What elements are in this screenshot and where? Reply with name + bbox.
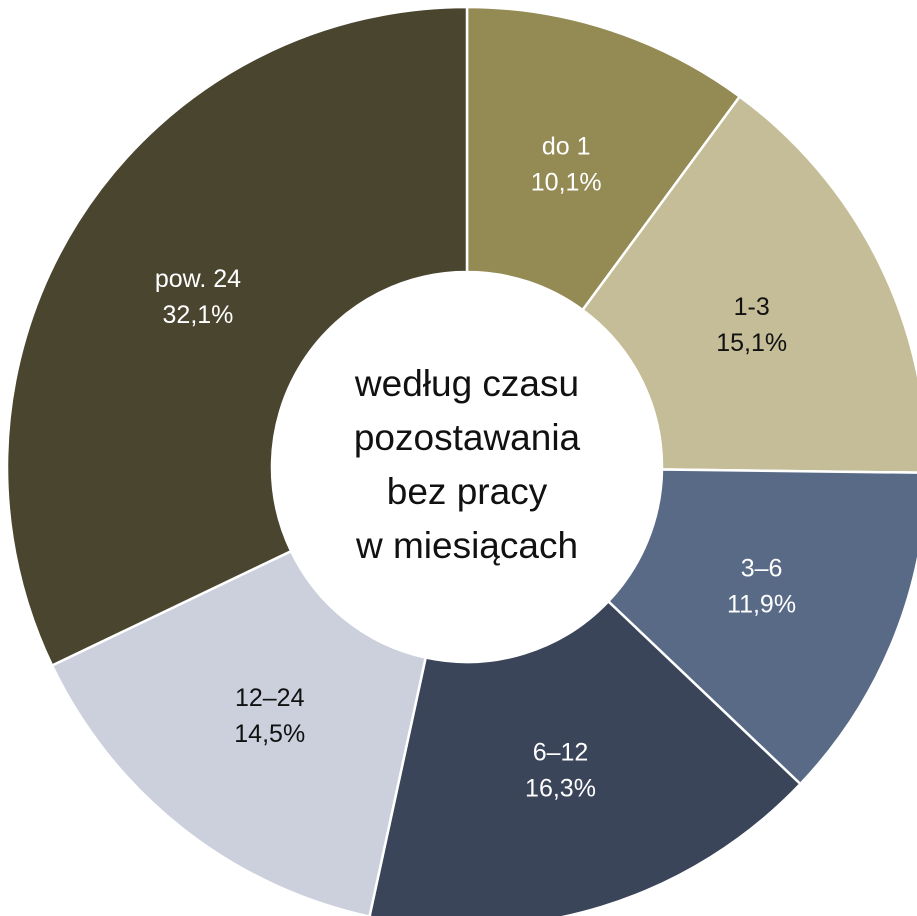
center-label: w miesiącach xyxy=(355,525,578,566)
center-label: pozostawania xyxy=(354,417,581,458)
slice xyxy=(5,5,469,668)
slice xyxy=(368,599,803,916)
slice xyxy=(50,549,428,916)
slice-category-label: pow. 24 xyxy=(155,265,241,293)
slice xyxy=(580,94,917,474)
slice xyxy=(606,468,917,786)
slice-category-label: 6–12 xyxy=(533,739,589,767)
slice-category-label: 12–24 xyxy=(235,684,305,712)
slice-value-label: 14,5% xyxy=(234,720,305,748)
slice-value-label: 11,9% xyxy=(727,590,796,618)
slice-category-label: do 1 xyxy=(542,132,591,160)
center-label: bez pracy xyxy=(387,471,548,512)
slice-value-label: 32,1% xyxy=(163,301,234,329)
slice-value-label: 10,1% xyxy=(531,168,602,196)
slice-category-label: 3–6 xyxy=(741,554,783,582)
slice-value-label: 16,3% xyxy=(525,775,596,803)
slice-value-label: 15,1% xyxy=(716,329,787,357)
slice xyxy=(465,5,742,312)
slice-category-label: 1-3 xyxy=(734,293,770,321)
center-label: według czasu xyxy=(354,363,579,404)
